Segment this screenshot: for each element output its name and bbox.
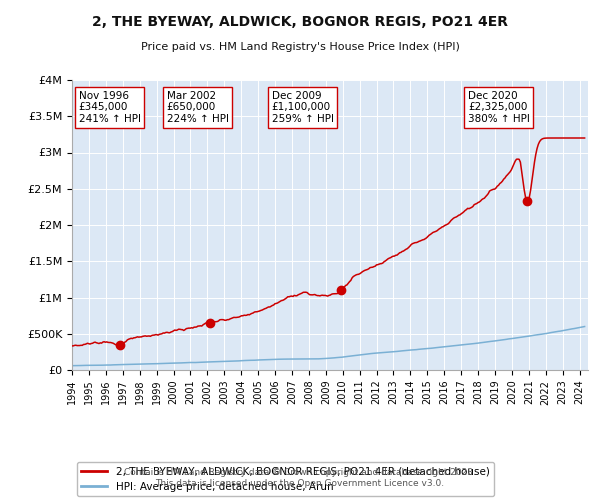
Legend: 2, THE BYEWAY, ALDWICK, BOGNOR REGIS, PO21 4ER (detached house), HPI: Average pr: 2, THE BYEWAY, ALDWICK, BOGNOR REGIS, PO… [77, 462, 494, 496]
Text: Dec 2009
£1,100,000
259% ↑ HPI: Dec 2009 £1,100,000 259% ↑ HPI [272, 91, 334, 124]
Text: 2, THE BYEWAY, ALDWICK, BOGNOR REGIS, PO21 4ER: 2, THE BYEWAY, ALDWICK, BOGNOR REGIS, PO… [92, 15, 508, 29]
Text: Dec 2020
£2,325,000
380% ↑ HPI: Dec 2020 £2,325,000 380% ↑ HPI [468, 91, 530, 124]
Text: Price paid vs. HM Land Registry's House Price Index (HPI): Price paid vs. HM Land Registry's House … [140, 42, 460, 52]
Text: Nov 1996
£345,000
241% ↑ HPI: Nov 1996 £345,000 241% ↑ HPI [79, 91, 141, 124]
Text: Mar 2002
£650,000
224% ↑ HPI: Mar 2002 £650,000 224% ↑ HPI [167, 91, 229, 124]
Text: Contains HM Land Registry data © Crown copyright and database right 2023.
This d: Contains HM Land Registry data © Crown c… [124, 468, 476, 487]
